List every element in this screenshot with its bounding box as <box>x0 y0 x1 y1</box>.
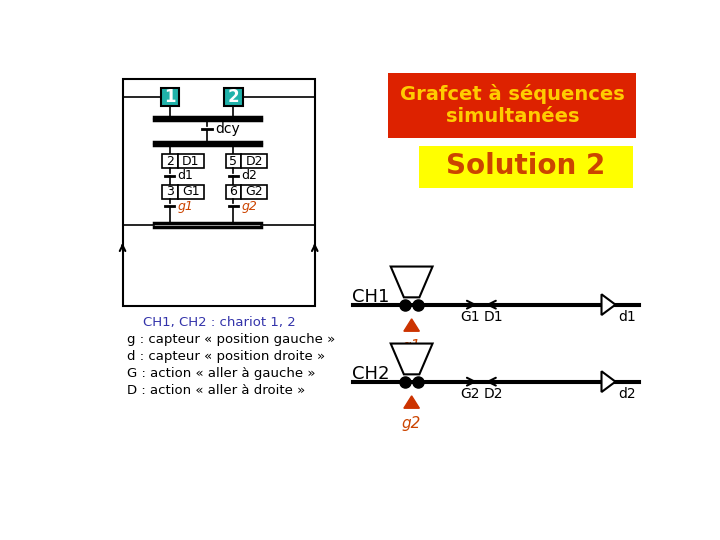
Text: 6: 6 <box>230 185 238 198</box>
Bar <box>224 88 243 106</box>
Text: Solution 2: Solution 2 <box>446 152 606 180</box>
Text: g2: g2 <box>402 416 421 431</box>
Text: G2: G2 <box>246 185 263 198</box>
Text: g : capteur « position gauche »: g : capteur « position gauche » <box>127 333 336 346</box>
Bar <box>225 154 241 168</box>
Text: D1: D1 <box>182 154 199 167</box>
Text: 1: 1 <box>164 88 176 106</box>
Text: Grafcet à séquences
simultanées: Grafcet à séquences simultanées <box>400 84 625 126</box>
Text: dcy: dcy <box>215 123 240 137</box>
Polygon shape <box>404 396 419 408</box>
Text: 2: 2 <box>166 154 174 167</box>
Text: D : action « aller à droite »: D : action « aller à droite » <box>127 384 305 397</box>
Text: D1: D1 <box>483 310 503 325</box>
Polygon shape <box>601 372 616 392</box>
Text: d1: d1 <box>178 169 194 182</box>
Bar <box>241 154 267 168</box>
Bar <box>162 185 178 199</box>
Polygon shape <box>391 267 433 298</box>
Text: CH1, CH2 : chariot 1, 2: CH1, CH2 : chariot 1, 2 <box>143 316 295 329</box>
Text: D2: D2 <box>483 387 503 401</box>
Bar <box>178 154 204 168</box>
Text: CH2: CH2 <box>352 366 390 383</box>
Text: D2: D2 <box>246 154 263 167</box>
Bar <box>122 79 315 306</box>
Text: 5: 5 <box>230 154 238 167</box>
Bar <box>225 185 241 199</box>
Text: d : capteur « position droite »: d : capteur « position droite » <box>127 350 325 363</box>
Bar <box>419 146 632 188</box>
Text: CH1: CH1 <box>352 288 390 306</box>
Bar <box>161 88 179 106</box>
Polygon shape <box>601 294 616 315</box>
Text: G2: G2 <box>460 387 480 401</box>
Text: g1: g1 <box>178 200 194 213</box>
Bar <box>178 185 204 199</box>
Text: d2: d2 <box>618 387 636 401</box>
Bar <box>241 185 267 199</box>
Text: g1: g1 <box>402 339 421 354</box>
Bar <box>162 154 178 168</box>
Polygon shape <box>391 343 433 374</box>
Text: G1: G1 <box>460 310 480 325</box>
Text: G : action « aller à gauche »: G : action « aller à gauche » <box>127 367 315 380</box>
Text: g2: g2 <box>241 200 257 213</box>
Text: d1: d1 <box>618 310 636 325</box>
Text: 3: 3 <box>166 185 174 198</box>
Text: d2: d2 <box>241 169 257 182</box>
Polygon shape <box>404 319 419 331</box>
Bar <box>388 72 636 138</box>
Text: 2: 2 <box>228 88 239 106</box>
Text: G1: G1 <box>182 185 199 198</box>
